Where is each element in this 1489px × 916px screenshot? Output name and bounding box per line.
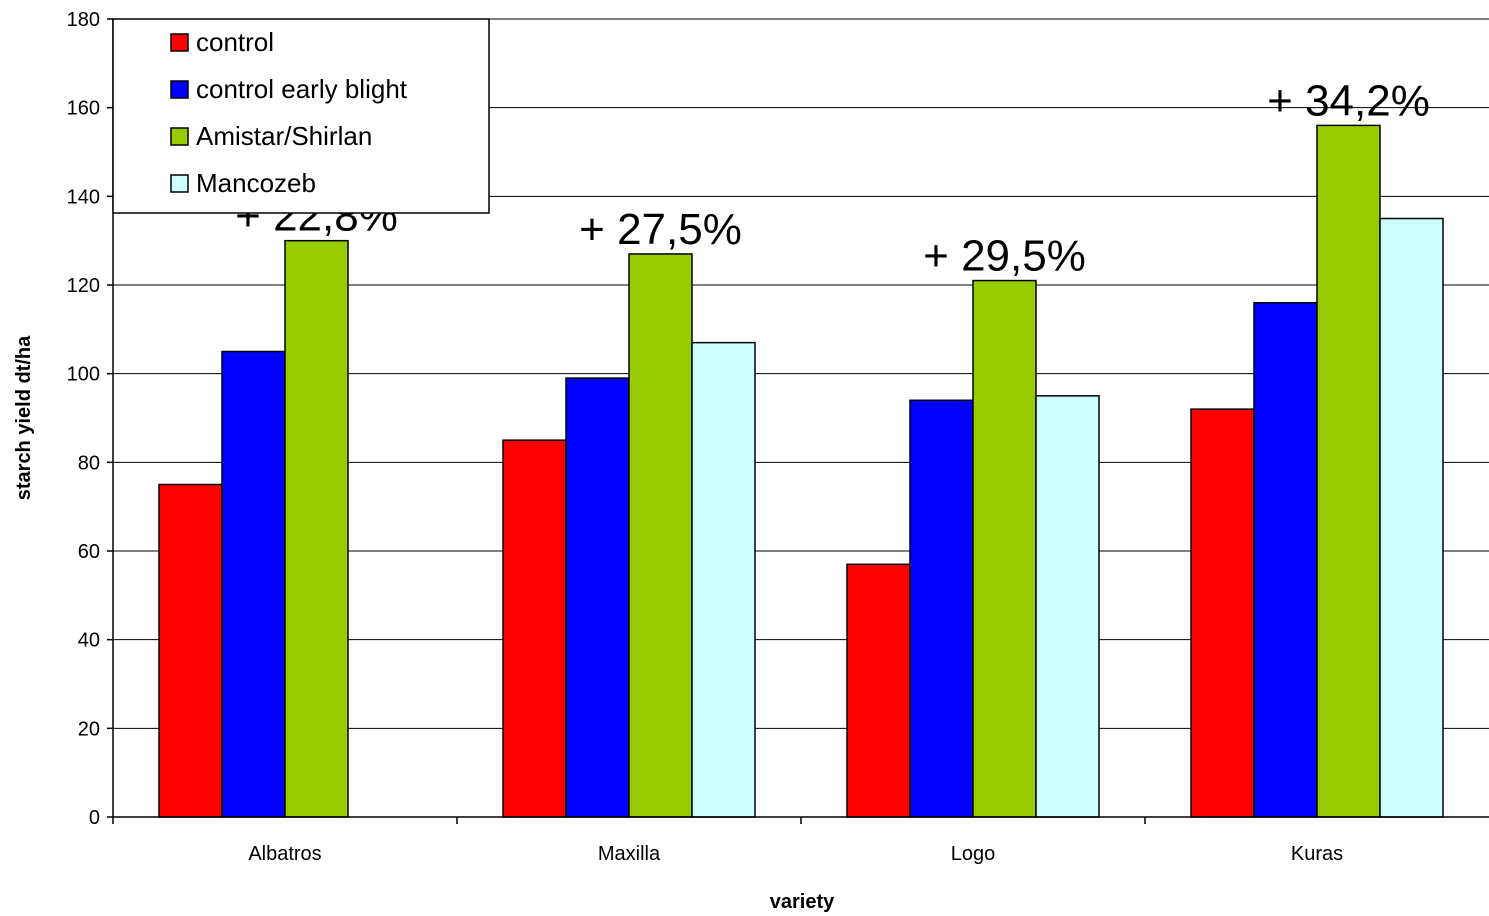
x-axis-title: variety: [770, 891, 835, 913]
bar-control-logo: [846, 563, 911, 818]
bar-mancozeb-logo: [1035, 395, 1100, 818]
y-axis-ticks: 0 20 40 60 80 100 120 140 160 180: [67, 9, 113, 829]
annotation-percent: + 27,5%: [579, 205, 742, 254]
x-tick-label: Maxilla: [598, 843, 661, 865]
legend-swatch: [170, 33, 189, 52]
legend-swatch: [170, 127, 189, 146]
bar-amistar-shirlan-maxilla: [628, 253, 693, 818]
bar-control-early-blight-kuras: [1253, 301, 1318, 818]
bar-control-early-blight-logo: [909, 399, 974, 818]
legend: control control early blight Amistar/Shirl…: [112, 18, 490, 214]
y-tick-label: 180: [67, 9, 100, 31]
bars: [158, 124, 1444, 818]
bar-amistar-shirlan-albatros: [284, 239, 349, 818]
legend-swatch: [170, 174, 189, 193]
legend-swatch: [170, 80, 189, 99]
legend-label: Amistar/Shirlan: [196, 121, 372, 151]
y-tick-label: 0: [89, 807, 100, 829]
bar-mancozeb-maxilla: [691, 341, 756, 818]
bar-amistar-shirlan-logo: [972, 279, 1037, 818]
legend-label: control: [196, 27, 274, 57]
annotation-percent: + 34,2%: [1267, 76, 1430, 125]
bar-control-albatros: [158, 483, 223, 818]
y-tick-label: 100: [67, 364, 100, 386]
bar-control-kuras: [1190, 408, 1255, 818]
legend-label: Mancozeb: [196, 168, 316, 198]
y-tick-label: 140: [67, 186, 100, 208]
bar-control-maxilla: [502, 439, 567, 818]
bar-amistar-shirlan-kuras: [1316, 124, 1381, 818]
x-tick-label: Albatros: [248, 843, 321, 865]
y-axis-title: starch yield dt/ha: [13, 335, 35, 500]
bar-mancozeb-kuras: [1379, 217, 1444, 818]
y-tick-label: 40: [78, 630, 100, 652]
x-tick-label: Kuras: [1291, 843, 1343, 865]
y-tick-label: 80: [78, 452, 100, 474]
y-tick-label: 160: [67, 98, 100, 120]
x-tick-label: Logo: [951, 843, 996, 865]
annotation-percent: + 29,5%: [923, 232, 1086, 281]
y-tick-label: 120: [67, 275, 100, 297]
legend-label: control early blight: [196, 74, 408, 104]
x-axis-ticks: Albatros Maxilla Logo Kuras: [112, 817, 1343, 865]
y-tick-label: 20: [78, 718, 100, 740]
bar-control-early-blight-maxilla: [565, 377, 630, 818]
y-tick-label: 60: [78, 541, 100, 563]
bar-control-early-blight-albatros: [221, 350, 286, 818]
